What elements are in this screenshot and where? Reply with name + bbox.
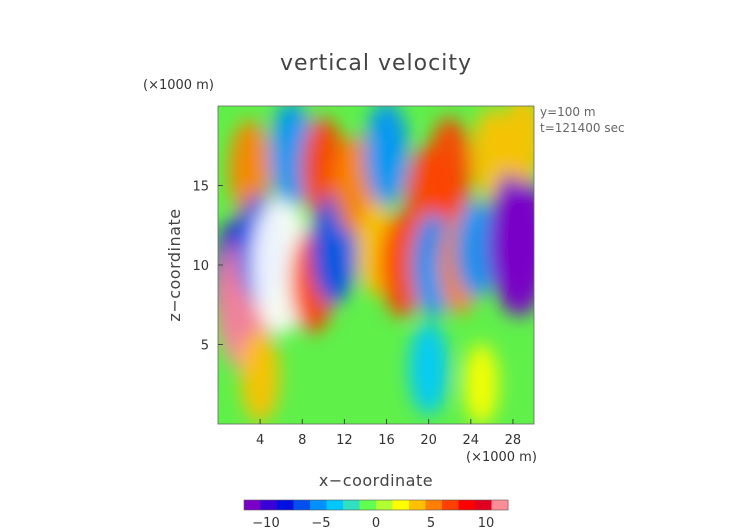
field-cell: [503, 106, 534, 185]
colorbar-swatch: [293, 500, 311, 510]
colorbar-swatch: [475, 500, 492, 510]
x-tick-label: 12: [336, 433, 353, 448]
x-tick-label: 24: [463, 433, 480, 448]
x-axis-ticks: 4 8 12 16 20 24 28: [256, 419, 521, 448]
colorbar-frame: [243, 499, 509, 511]
y-tick-label: 10: [192, 259, 209, 274]
velocity-field: [218, 106, 534, 424]
x-tick-label: 4: [256, 433, 264, 448]
colorbar-swatch: [326, 500, 344, 510]
field-cell: [364, 106, 409, 206]
colorbar-tick-label: −5: [311, 516, 330, 531]
colorbar-swatch: [442, 500, 459, 510]
field-cell: [427, 117, 473, 222]
x-tick-label: 20: [420, 433, 437, 448]
colorbar-swatch: [409, 500, 426, 510]
x-tick-label: 8: [298, 433, 306, 448]
colorbar-swatch: [359, 500, 377, 510]
colorbar-ticks: −10 −5 0 5 10: [252, 516, 494, 531]
field-cell: [488, 172, 534, 317]
field-cell: [472, 107, 512, 201]
colorbar-tick-label: 10: [478, 516, 495, 531]
y-axis-ticks: 5 10 15: [192, 180, 223, 354]
colorbar-swatch: [244, 500, 261, 510]
field-blobs: [218, 106, 534, 424]
colorbar-swatch: [425, 500, 443, 510]
y-tick-label: 5: [201, 339, 209, 354]
x-tick-label: 16: [378, 433, 395, 448]
x-axis-label: x−coordinate: [319, 471, 433, 490]
y-tick-label: 15: [192, 180, 209, 195]
colorbar-swatch: [458, 500, 476, 510]
plot-area: [217, 105, 535, 425]
colorbar-tick-label: −10: [252, 516, 279, 531]
y-axis-label: z−coordinate: [165, 208, 184, 321]
annotation-t: t=121400 sec: [540, 121, 625, 135]
colorbar-tick-label: 5: [427, 516, 435, 531]
x-axis-unit: (×1000 m): [466, 450, 537, 465]
chart-title: vertical velocity: [280, 51, 472, 76]
colorbar-tick-label: 0: [372, 516, 380, 531]
field-cell: [408, 321, 449, 415]
colorbar-swatch: [260, 500, 278, 510]
annotation-y: y=100 m: [540, 105, 596, 119]
colorbar-swatch: [491, 500, 509, 510]
y-axis-unit: (×1000 m): [143, 78, 214, 93]
field-cell: [455, 199, 498, 299]
colorbar: [243, 499, 509, 511]
colorbar-swatch: [392, 500, 410, 510]
field-cell: [240, 329, 280, 423]
x-tick-label: 28: [505, 433, 522, 448]
field-cell: [464, 343, 499, 424]
colorbar-swatch: [343, 500, 360, 510]
colorbar-swatch: [376, 500, 393, 510]
colorbar-swatch: [277, 500, 294, 510]
colorbar-swatch: [310, 500, 327, 510]
